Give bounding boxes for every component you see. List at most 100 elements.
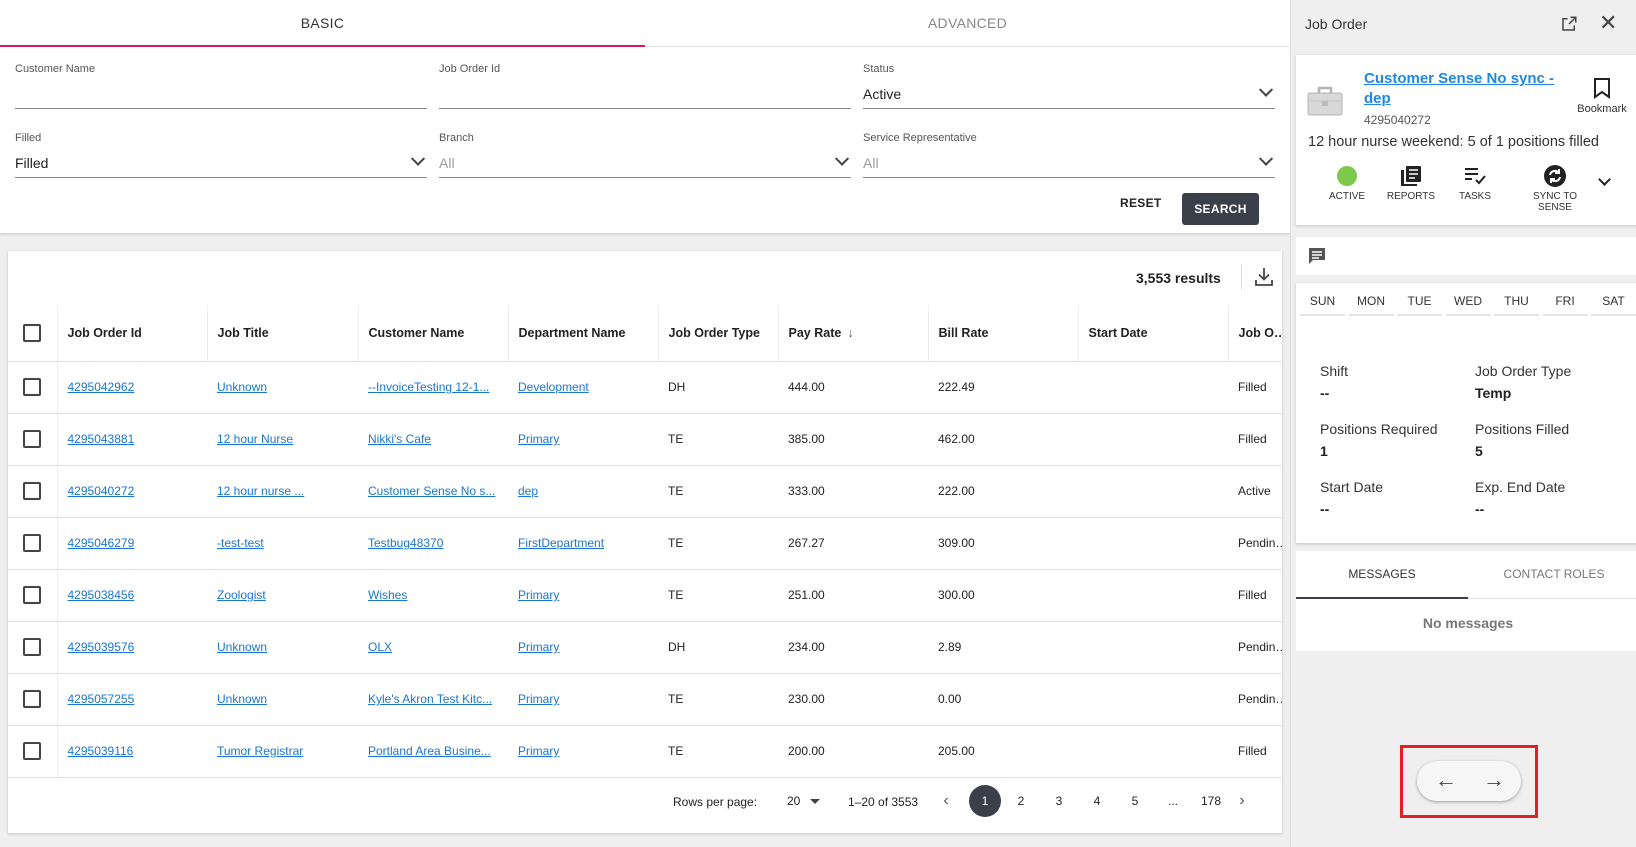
job-title-link[interactable]: Unknown: [217, 692, 268, 706]
reports-button[interactable]: REPORTS: [1376, 161, 1446, 202]
arrow-right-icon[interactable]: →: [1483, 767, 1505, 792]
bookmark-button[interactable]: Bookmark: [1572, 77, 1632, 115]
column-header[interactable]: Job Order Status: [1228, 305, 1282, 362]
customer-name-link[interactable]: Kyle's Akron Test Kitc...: [368, 692, 493, 706]
department-name-link[interactable]: dep: [518, 484, 539, 498]
job-title-link[interactable]: Unknown: [217, 640, 268, 654]
job-order-id-link[interactable]: 4295057255: [67, 692, 135, 706]
column-header[interactable]: Bill Rate: [928, 305, 1079, 362]
weekday[interactable]: WED: [1445, 294, 1491, 316]
customer-name-link[interactable]: OLX: [368, 640, 393, 654]
weekday[interactable]: TUE: [1397, 294, 1442, 316]
column-header[interactable]: Job Order Id: [57, 305, 208, 362]
chevron-down-icon[interactable]: [1598, 173, 1611, 186]
job-title-link[interactable]: Unknown: [217, 380, 268, 394]
job-order-link[interactable]: Customer Sense No sync - dep: [1364, 70, 1555, 107]
column-header[interactable]: Department Name: [508, 305, 659, 362]
table-row[interactable]: 4295057255 Unknown Kyle's Akron Test Kitc.…: [8, 673, 1282, 726]
job-order-id-link[interactable]: 4295038456: [67, 588, 135, 602]
job-title-link[interactable]: -test-test: [217, 536, 264, 550]
column-header[interactable]: Customer Name: [358, 305, 509, 362]
page-button[interactable]: 5: [1131, 794, 1139, 808]
table-row[interactable]: 4295043881 12 hour Nurse Nikki's Cafe Prima…: [8, 413, 1282, 466]
weekday[interactable]: SUN: [1300, 294, 1345, 316]
job-order-id-field[interactable]: Job Order Id: [439, 63, 851, 109]
job-order-id-link[interactable]: 4295046279: [67, 536, 135, 550]
tab-messages[interactable]: MESSAGES: [1296, 551, 1468, 599]
row-checkbox[interactable]: [23, 690, 41, 708]
page-button[interactable]: 4: [1093, 794, 1101, 808]
job-title-link[interactable]: Tumor Registrar: [217, 744, 304, 758]
service-rep-select[interactable]: Service Representative All: [863, 132, 1275, 178]
job-order-id-input[interactable]: [439, 79, 851, 109]
page-button[interactable]: 178: [1200, 794, 1222, 808]
active-status-button[interactable]: ACTIVE: [1312, 161, 1382, 202]
chevron-right-icon[interactable]: ›: [1239, 792, 1245, 809]
branch-select[interactable]: Branch All: [439, 132, 851, 178]
job-title-link[interactable]: 12 hour nurse ...: [217, 484, 305, 498]
job-order-id-link[interactable]: 4295039116: [67, 744, 134, 758]
weekday[interactable]: FRI: [1542, 294, 1588, 316]
customer-name-link[interactable]: Nikki's Cafe: [368, 432, 431, 446]
download-icon[interactable]: [1252, 265, 1276, 289]
row-checkbox[interactable]: [23, 742, 41, 760]
table-row[interactable]: 4295042962 Unknown --InvoiceTesting 12-1..…: [8, 361, 1282, 414]
customer-name-link[interactable]: Customer Sense No s...: [368, 484, 496, 498]
customer-name-link[interactable]: --InvoiceTesting 12-1...: [368, 380, 490, 394]
department-name-link[interactable]: Primary: [518, 432, 560, 446]
status-select-control[interactable]: Active: [863, 79, 1275, 109]
table-row[interactable]: 4295038456 Zoologist Wishes Primary TE 251.00…: [8, 569, 1282, 622]
column-header[interactable]: Start Date: [1078, 305, 1229, 362]
tab-advanced[interactable]: ADVANCED: [927, 15, 1008, 31]
customer-name-link[interactable]: Testbug48370: [368, 536, 444, 550]
row-checkbox[interactable]: [23, 378, 41, 396]
arrow-left-icon[interactable]: ←: [1435, 767, 1457, 792]
branch-select-control[interactable]: All: [439, 148, 851, 178]
tab-contact-roles[interactable]: CONTACT ROLES: [1503, 567, 1605, 581]
job-title-link[interactable]: 12 hour Nurse: [217, 432, 294, 446]
column-header-sorted[interactable]: Pay Rate ↓: [778, 305, 929, 362]
row-checkbox[interactable]: [23, 534, 41, 552]
department-name-link[interactable]: Primary: [518, 588, 560, 602]
weekday[interactable]: SAT: [1591, 294, 1636, 316]
table-row[interactable]: 4295040272 12 hour nurse ... Customer Sens…: [8, 465, 1282, 518]
job-title-link[interactable]: Zoologist: [217, 588, 266, 602]
job-order-id-link[interactable]: 4295039576: [67, 640, 135, 654]
tasks-button[interactable]: TASKS: [1440, 161, 1510, 202]
page-button[interactable]: 3: [1055, 794, 1063, 808]
filled-select-control[interactable]: Filled: [15, 148, 427, 178]
department-name-link[interactable]: Primary: [518, 692, 560, 706]
job-order-id-link[interactable]: 4295042962: [67, 380, 135, 394]
reset-button[interactable]: RESET: [1120, 196, 1162, 210]
open-external-icon[interactable]: [1560, 15, 1578, 33]
department-name-link[interactable]: FirstDepartment: [518, 536, 605, 550]
close-icon[interactable]: ✕: [1599, 10, 1618, 35]
sync-to-sense-button[interactable]: SYNC TO SENSE: [1517, 161, 1593, 213]
service-rep-select-control[interactable]: All: [863, 148, 1275, 178]
weekday[interactable]: MON: [1348, 294, 1394, 316]
weekday[interactable]: THU: [1494, 294, 1539, 316]
department-name-link[interactable]: Primary: [518, 640, 560, 654]
row-checkbox[interactable]: [23, 586, 41, 604]
page-button[interactable]: 2: [1017, 794, 1025, 808]
job-order-id-link[interactable]: 4295040272: [67, 484, 135, 498]
customer-name-link[interactable]: Portland Area Busine...: [368, 744, 491, 758]
select-all-checkbox[interactable]: [23, 323, 41, 342]
message-bar[interactable]: [1296, 237, 1636, 275]
customer-name-link[interactable]: Wishes: [368, 588, 408, 602]
column-header[interactable]: Job Title: [207, 305, 359, 362]
search-button[interactable]: SEARCH: [1182, 193, 1259, 225]
status-select[interactable]: Status Active: [863, 63, 1275, 109]
row-checkbox[interactable]: [23, 430, 41, 448]
filled-select[interactable]: Filled Filled: [15, 132, 427, 178]
customer-name-field[interactable]: Customer Name: [15, 63, 427, 109]
table-row[interactable]: 4295039576 Unknown OLX Primary DH 234.00 2.89 P…: [8, 621, 1282, 674]
job-order-id-link[interactable]: 4295043881: [67, 432, 135, 446]
chevron-left-icon[interactable]: ‹: [943, 792, 949, 809]
department-name-link[interactable]: Primary: [518, 744, 560, 758]
page-button[interactable]: 1: [969, 785, 1001, 817]
customer-name-input[interactable]: [15, 79, 427, 109]
row-checkbox[interactable]: [23, 638, 41, 656]
table-row[interactable]: 4295039116 Tumor Registrar Portland Area B…: [8, 725, 1282, 778]
department-name-link[interactable]: Development: [518, 380, 589, 394]
